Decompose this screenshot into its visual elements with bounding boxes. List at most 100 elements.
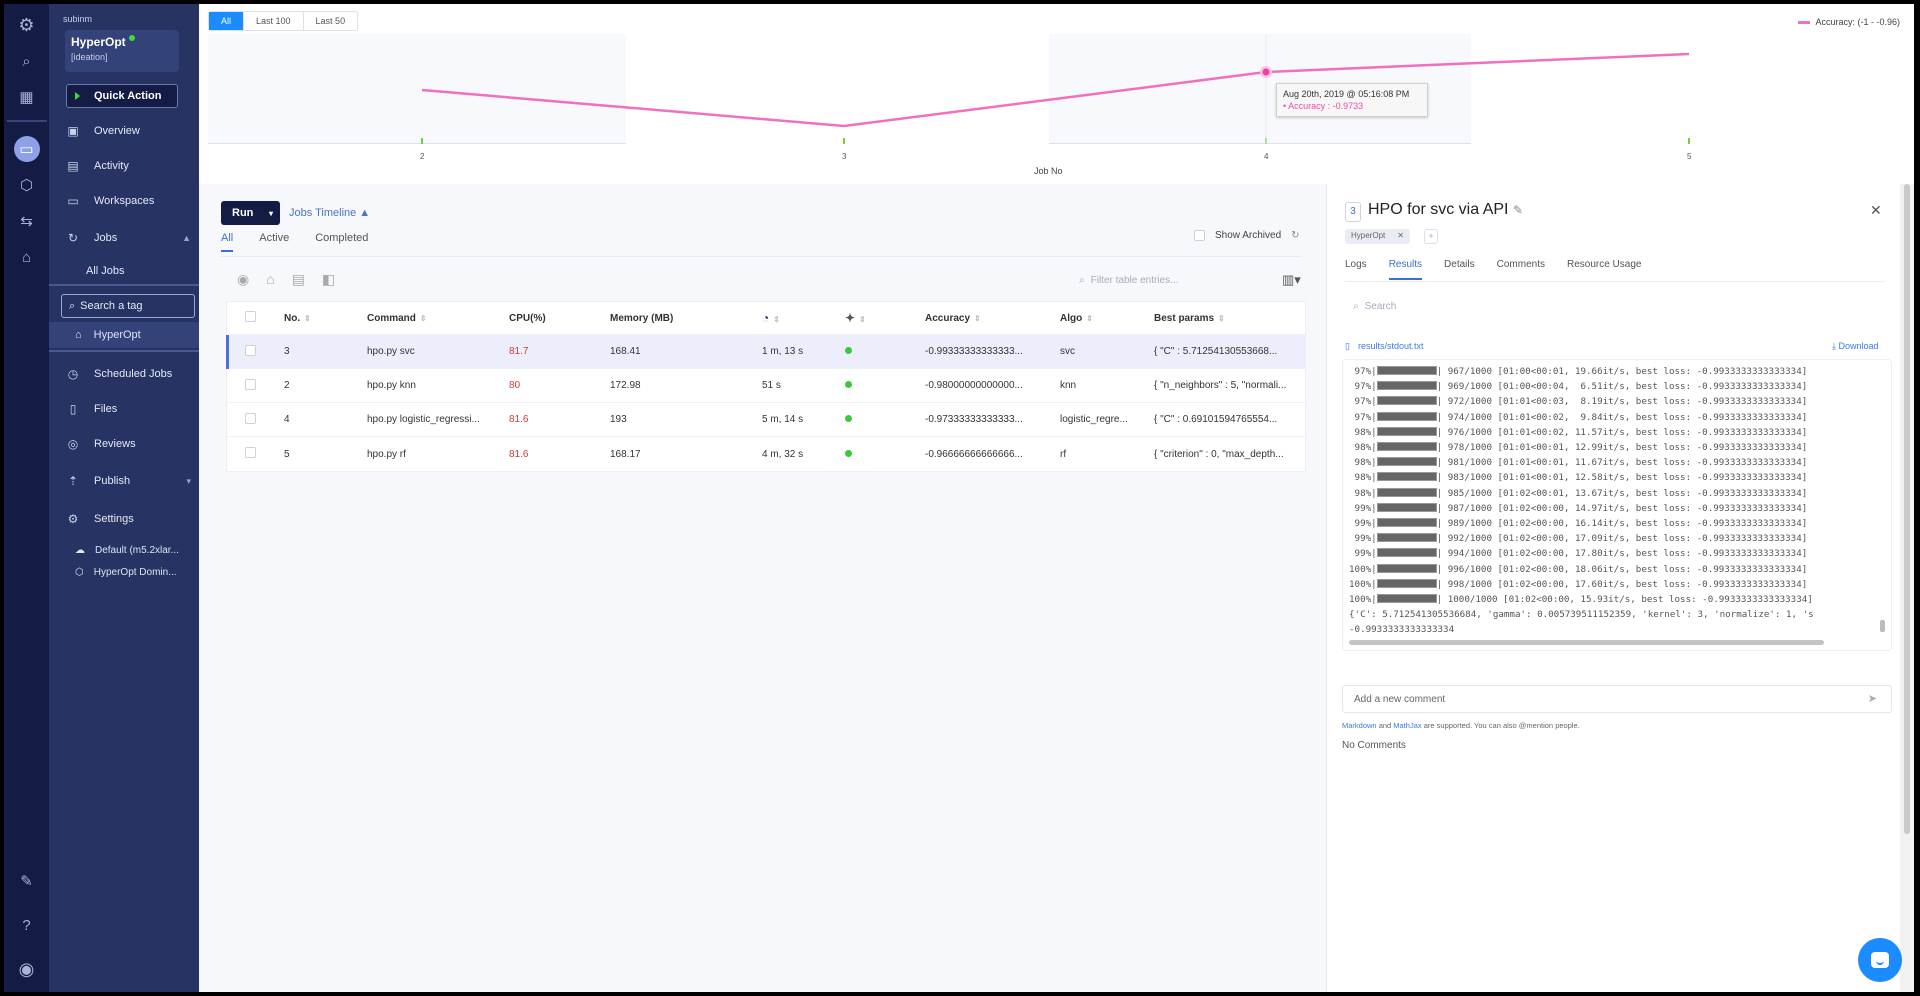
tab-active[interactable]: Active xyxy=(259,232,290,244)
row-checkbox[interactable] xyxy=(245,447,256,458)
tag-icon[interactable]: ⌂ xyxy=(21,248,32,266)
edit-pencil-icon[interactable]: ✎ xyxy=(1512,203,1523,217)
chevron-down-icon: ▾ xyxy=(186,475,191,486)
stdout-viewer[interactable]: 97%| | 967/1000 [01:00<00:01, 19.66it/s, … xyxy=(1342,359,1892,651)
refresh-icon[interactable]: ↻ xyxy=(1291,230,1300,241)
search-icon: ⌕ xyxy=(69,299,76,312)
sidebar-item-workspaces[interactable]: ▭ Workspaces xyxy=(67,194,155,208)
detail-tabs: Logs Results Details Comments Resource U… xyxy=(1345,259,1641,280)
activity-icon: ▤ xyxy=(67,159,79,173)
sidebar-item-reviews[interactable]: ◎ Reviews xyxy=(67,437,136,451)
project-card[interactable]: HyperOpt [ideation] xyxy=(65,30,179,72)
settings-icon: ⚙ xyxy=(67,512,79,526)
jobs-timeline-toggle[interactable]: Jobs Timeline ▲ xyxy=(289,207,371,219)
results-search-input[interactable]: ⌕ Search xyxy=(1353,301,1397,312)
tab-comments[interactable]: Comments xyxy=(1496,259,1545,270)
table-row[interactable]: 3 hpo.py svc 81.7 168.41 1 m, 13 s -0.99… xyxy=(226,335,1305,369)
apps-grid-icon[interactable]: ▦ xyxy=(19,89,34,106)
col-duration[interactable]: ◔ ⇕ xyxy=(762,311,780,325)
log-line: 99%| | 992/1000 [01:02<00:00, 17.09it/s, … xyxy=(1349,533,1808,545)
logo-icon[interactable]: ⚙ xyxy=(18,14,35,35)
table-row[interactable]: 4 hpo.py logistic_regressi... 81.6 193 5… xyxy=(227,403,1305,437)
settings-environment[interactable]: ⬡ HyperOpt Domin... xyxy=(75,567,177,578)
log-line: 100%| | 996/1000 [01:02<00:00, 18.06it/s,… xyxy=(1349,563,1808,575)
row-checkbox[interactable] xyxy=(245,378,256,390)
tab-resource-usage[interactable]: Resource Usage xyxy=(1566,259,1642,270)
stop-icon[interactable]: ◉ xyxy=(237,271,250,287)
sidebar-item-all-jobs[interactable]: All Jobs xyxy=(86,265,125,277)
show-archived-toggle[interactable]: Show Archived ↻ xyxy=(1194,230,1300,241)
search-icon[interactable]: ⌕ xyxy=(22,52,31,70)
plot-area[interactable] xyxy=(208,34,1898,144)
log-line: 97%| | 972/1000 [01:01<00:03, 8.19it/s, b… xyxy=(1349,396,1808,408)
comment-input[interactable]: Add a new comment ➤ xyxy=(1342,685,1892,713)
page-scrollbar[interactable] xyxy=(1900,184,1914,992)
col-accuracy[interactable]: Accuracy ⇕ xyxy=(925,312,981,324)
row-checkbox[interactable] xyxy=(245,344,256,356)
jobs-table: No. ⇕ Command ⇕ CPU(%) Memory (MB) ◔ ⇕ ✦ ⇕ A… xyxy=(226,301,1306,472)
tag-search-input[interactable]: ⌕ Search a tag xyxy=(61,294,195,318)
tab-completed[interactable]: Completed xyxy=(315,232,369,244)
legend-swatch xyxy=(1798,20,1811,24)
table-row[interactable]: 2 hpo.py knn 80 172.98 51 s -0.980000000… xyxy=(227,369,1305,403)
select-all-checkbox[interactable] xyxy=(245,311,256,322)
col-best-params[interactable]: Best params ⇕ xyxy=(1154,312,1225,324)
sidebar-item-jobs[interactable]: ↻ Jobs ▲ xyxy=(67,231,191,245)
run-button[interactable]: Run ▾ xyxy=(221,201,280,225)
mathjax-link[interactable]: MathJax xyxy=(1393,721,1422,730)
tab-details[interactable]: Details xyxy=(1444,259,1475,270)
col-command[interactable]: Command ⇕ xyxy=(367,312,427,324)
range-all-button[interactable]: All xyxy=(209,12,245,30)
sidebar-item-publish[interactable]: ⇡ Publish ▾ xyxy=(67,474,191,488)
range-last-50-button[interactable]: Last 50 xyxy=(315,16,346,26)
close-icon[interactable]: ✕ xyxy=(1870,202,1882,218)
transfer-icon[interactable]: ⇆ xyxy=(20,213,33,230)
cube-icon[interactable]: ⬡ xyxy=(19,177,34,194)
add-tag-button[interactable]: + xyxy=(1424,229,1438,244)
column-picker-icon[interactable]: ▥▾ xyxy=(1282,272,1301,287)
col-algo[interactable]: Algo ⇕ xyxy=(1060,312,1093,324)
log-line: 100%| | 998/1000 [01:02<00:00, 17.60it/s,… xyxy=(1349,578,1808,590)
vertical-scrollbar[interactable] xyxy=(1880,620,1885,632)
sidebar-item-files[interactable]: ▯ Files xyxy=(66,402,191,416)
chat-support-button[interactable] xyxy=(1858,938,1902,982)
result-file-link[interactable]: ▯ results/stdout.txt xyxy=(1345,341,1424,351)
projects-folder-icon[interactable]: ▭ xyxy=(13,136,40,162)
sidebar-item-activity[interactable]: ▤ Activity xyxy=(67,159,129,173)
col-no[interactable]: No. ⇕ xyxy=(284,312,311,324)
markdown-link[interactable]: Markdown xyxy=(1342,721,1377,730)
tag-item-hyperopt[interactable]: ⌂ HyperOpt xyxy=(49,322,199,348)
filter-input[interactable]: ⌕ Filter table entries... xyxy=(1079,275,1179,286)
sidebar-item-scheduled-jobs[interactable]: ◷ Scheduled Jobs xyxy=(67,367,173,381)
range-last-100-button[interactable]: Last 100 xyxy=(244,12,304,30)
show-archived-checkbox[interactable] xyxy=(1194,230,1205,241)
help-icon[interactable]: ? xyxy=(22,916,31,934)
markdown-note: Markdown and MathJax are supported. You … xyxy=(1342,721,1580,730)
wrench-icon[interactable]: ✎ xyxy=(20,873,33,890)
user-avatar-icon[interactable]: ◉ xyxy=(18,958,35,979)
remove-tag-icon[interactable]: ✕ xyxy=(1397,231,1404,240)
compare-icon[interactable]: ◧ xyxy=(321,271,336,287)
horizontal-scrollbar[interactable] xyxy=(1349,640,1824,645)
download-link[interactable]: ⤓ Download xyxy=(1832,341,1879,351)
send-icon[interactable]: ➤ xyxy=(1867,693,1877,705)
job-tag-chip: HyperOpt ✕ xyxy=(1345,229,1410,244)
col-status[interactable]: ✦ ⇕ xyxy=(845,311,866,325)
row-checkbox[interactable] xyxy=(245,412,256,424)
sidebar-item-overview[interactable]: ▣ Overview xyxy=(67,124,140,138)
col-memory[interactable]: Memory (MB) xyxy=(610,312,674,324)
job-number-badge: 3 xyxy=(1345,202,1361,222)
chart-legend[interactable]: Accuracy: (-1 - -0.96) xyxy=(1798,17,1900,27)
caret-down-icon[interactable]: ▾ xyxy=(268,208,273,218)
log-line: {'C': 5.712541305536684, 'gamma': 0.0057… xyxy=(1349,609,1814,621)
quick-action-button[interactable]: Quick Action xyxy=(66,84,178,108)
archive-icon[interactable]: ▤ xyxy=(291,271,305,287)
tab-all[interactable]: All xyxy=(221,232,234,252)
tab-results[interactable]: Results xyxy=(1388,259,1423,280)
table-row[interactable]: 5 hpo.py rf 81.6 168.17 4 m, 32 s -0.966… xyxy=(227,437,1305,471)
sidebar-item-settings[interactable]: ⚙ Settings xyxy=(67,512,134,526)
settings-hardware-tier[interactable]: ☁ Default (m5.2xlar... xyxy=(75,545,179,556)
tag-icon[interactable]: ⌂ xyxy=(266,271,275,287)
tab-logs[interactable]: Logs xyxy=(1345,259,1367,270)
col-cpu[interactable]: CPU(%) xyxy=(509,312,546,324)
